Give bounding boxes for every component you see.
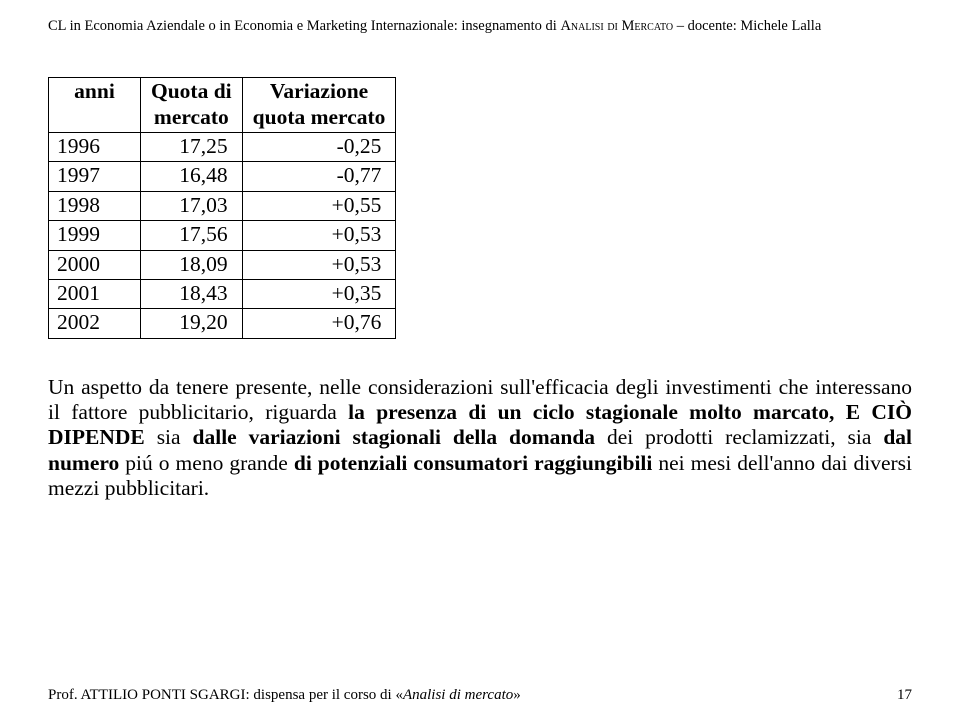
running-header: CL in Economia Aziendale o in Economia e…	[48, 18, 912, 35]
footer-course: Analisi di mercato	[403, 687, 513, 703]
cell-share: 16,48	[141, 162, 243, 191]
cell-delta: +0,55	[242, 191, 396, 220]
table-row: 1997 16,48 -0,77	[49, 162, 396, 191]
cell-share: 18,09	[141, 250, 243, 279]
footer: Prof. ATTILIO PONTI SGARGI: dispensa per…	[48, 687, 912, 704]
p-seg2: sia	[145, 425, 193, 449]
p-seg4: piú o meno grande	[119, 451, 294, 475]
table-row: 1998 17,03 +0,55	[49, 191, 396, 220]
cell-year: 1997	[49, 162, 141, 191]
table-row: 2002 19,20 +0,76	[49, 309, 396, 338]
th-quota-l2: mercato	[154, 105, 229, 129]
cell-share: 18,43	[141, 279, 243, 308]
table-head: anni Quota di mercato Variazione quota m…	[49, 78, 396, 133]
cell-delta: +0,53	[242, 221, 396, 250]
th-anni-text: anni	[74, 79, 115, 103]
th-var-l1: Variazione	[270, 79, 368, 103]
table-row: 1996 17,25 -0,25	[49, 133, 396, 162]
cell-delta: -0,77	[242, 162, 396, 191]
page-number: 17	[897, 687, 912, 704]
body-paragraph: Un aspetto da tenere presente, nelle con…	[48, 375, 912, 502]
table-row: 2000 18,09 +0,53	[49, 250, 396, 279]
cell-year: 1996	[49, 133, 141, 162]
cell-year: 2002	[49, 309, 141, 338]
cell-share: 17,03	[141, 191, 243, 220]
th-anni: anni	[49, 78, 141, 133]
cell-year: 2001	[49, 279, 141, 308]
th-variazione: Variazione quota mercato	[242, 78, 396, 133]
cell-share: 17,25	[141, 133, 243, 162]
header-docente: – docente: Michele Lalla	[673, 18, 821, 34]
th-quota-l1: Quota di	[151, 79, 232, 103]
p-bold4: di potenziali consumatori raggiungibili	[294, 451, 653, 475]
p-bold2: dalle variazioni stagionali della domand…	[193, 425, 596, 449]
th-quota: Quota di mercato	[141, 78, 243, 133]
footer-author: Prof. ATTILIO PONTI SGARGI: dispensa per…	[48, 687, 403, 703]
cell-share: 19,20	[141, 309, 243, 338]
cell-share: 17,56	[141, 221, 243, 250]
p-seg3: dei prodotti reclamizzati, sia	[595, 425, 883, 449]
table-row: 1999 17,56 +0,53	[49, 221, 396, 250]
table-body: 1996 17,25 -0,25 1997 16,48 -0,77 1998 1…	[49, 133, 396, 339]
footer-closeq: »	[513, 687, 521, 703]
header-prefix: CL in Economia Aziendale o in Economia e…	[48, 18, 560, 34]
table-row: 2001 18,43 +0,35	[49, 279, 396, 308]
cell-year: 1998	[49, 191, 141, 220]
footer-left: Prof. ATTILIO PONTI SGARGI: dispensa per…	[48, 687, 521, 704]
market-share-table: anni Quota di mercato Variazione quota m…	[48, 77, 396, 338]
cell-delta: +0,35	[242, 279, 396, 308]
th-var-l2: quota mercato	[253, 105, 386, 129]
header-course: Analisi di Mercato	[560, 18, 673, 34]
page: CL in Economia Aziendale o in Economia e…	[0, 0, 960, 726]
cell-delta: -0,25	[242, 133, 396, 162]
cell-year: 2000	[49, 250, 141, 279]
cell-delta: +0,76	[242, 309, 396, 338]
table-header-row: anni Quota di mercato Variazione quota m…	[49, 78, 396, 133]
cell-year: 1999	[49, 221, 141, 250]
cell-delta: +0,53	[242, 250, 396, 279]
